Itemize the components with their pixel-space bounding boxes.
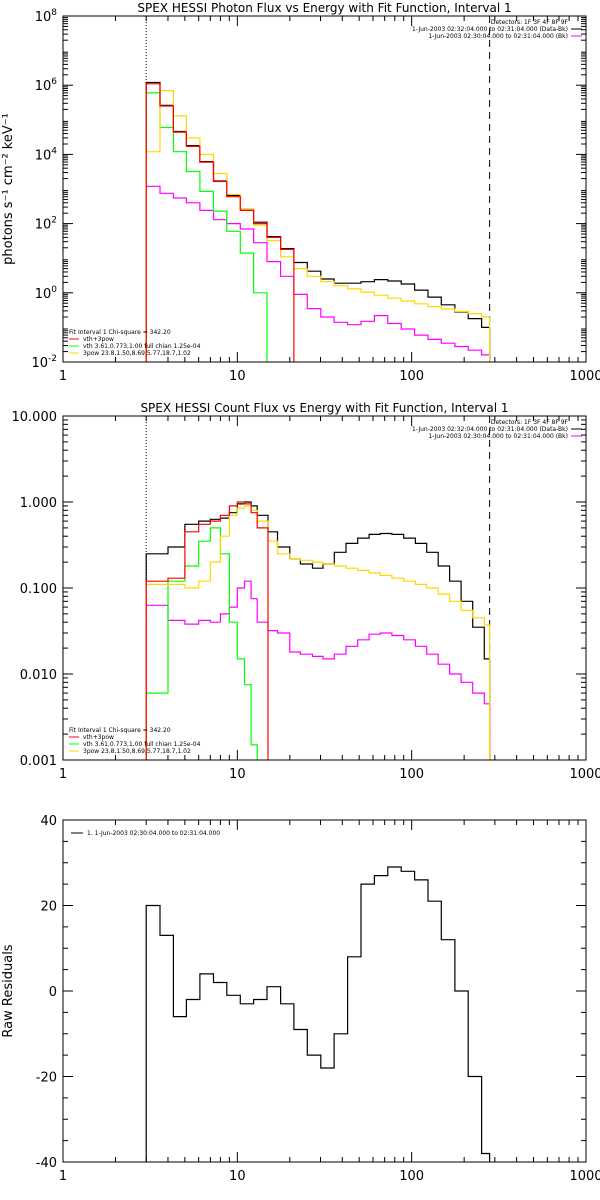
legend-entry: Detectors: 1F 3F 4F 8F 9F: [491, 19, 569, 26]
y-tick-label: 20: [40, 900, 57, 915]
legend-entry: 1-Jun-2003 02:30:04.000 to 02:31:04.000 …: [428, 33, 568, 40]
legend-entry: Fit Interval 1 Chi-square = 342.20: [69, 727, 171, 734]
legend-entry: 1. 1-Jun-2003 02:30:04.000 to 02:31:04.0…: [87, 830, 220, 837]
legend-entry: 1-Jun-2003 02:32:04.000 to 02:31:04.000 …: [412, 26, 568, 33]
chart-panel-1: SPEX HESSI Photon Flux vs Energy with Fi…: [1, 1, 600, 384]
x-tick-label: 1000: [569, 1169, 600, 1184]
y-tick-label: 0.001: [20, 754, 57, 769]
x-tick-label: 10: [229, 767, 246, 782]
x-tick-label: 10: [229, 369, 246, 384]
y-tick-label: -20: [36, 1071, 57, 1086]
legend-entry: vth+3pow: [83, 336, 114, 343]
legend-entry: Detectors: 1F 3F 4F 8F 9F: [491, 419, 569, 426]
y-tick-label: 10-2: [31, 354, 57, 371]
chart-panel-3: 1 10 100 1000 -40 -20 0 20 40 Raw Residuals 1. 1-J…: [1, 814, 600, 1184]
chart-title: SPEX HESSI Count Flux vs Energy with Fit…: [140, 401, 508, 415]
x-tick-label: 1: [59, 1169, 67, 1184]
x-tick-label: 1: [59, 767, 67, 782]
series-line-1: [145, 501, 491, 760]
series-group: [145, 501, 491, 760]
series-line-3: [145, 92, 268, 362]
y-tick-label: 106: [35, 77, 58, 94]
legend-entry: 3pow 23.8,1.50,8.69,5.77,18.7,1.02: [83, 748, 191, 755]
legend-entry: 1-Jun-2003 02:32:04.000 to 02:31:04.000 …: [412, 426, 568, 433]
y-tick-label: -40: [36, 1156, 57, 1171]
y-tick-label: 0.100: [20, 582, 57, 597]
series-line-2: [145, 580, 491, 760]
y-axis-label: photons s⁻¹ cm⁻² keV⁻¹: [1, 113, 16, 265]
chart-title: SPEX HESSI Photon Flux vs Energy with Fi…: [137, 1, 511, 15]
y-tick-label: 10.000: [12, 410, 58, 425]
legend-entry: vth 3.61,0.773,1.00 full chian 1.25e-04: [83, 741, 201, 748]
legend-entry: 1-Jun-2003 02:30:04.000 to 02:31:04.000 …: [428, 433, 568, 440]
y-tick-label: 104: [35, 146, 58, 163]
x-tick-label: 1000: [569, 369, 600, 384]
y-tick-label: 108: [35, 8, 58, 25]
y-tick-label: 40: [40, 814, 57, 829]
y-axis-label: Raw Residuals: [1, 944, 16, 1037]
plot-frame: [62, 819, 587, 1163]
x-tick-label: 100: [399, 369, 424, 384]
series-group: [145, 81, 491, 362]
y-tick-label: 0: [49, 985, 57, 1000]
series-line-5: [145, 501, 269, 760]
series-line-1: [145, 866, 491, 1162]
series-group: [145, 866, 491, 1162]
series-line-5: [145, 83, 295, 362]
y-tick-label: 1.000: [20, 496, 57, 511]
legend-entry: vth+3pow: [83, 734, 114, 741]
plot-frame: [62, 415, 587, 761]
legend-entry: 3pow 23.8,1.50,8.69,5.77,18.7,1.02: [83, 350, 191, 357]
x-tick-label: 100: [399, 767, 424, 782]
x-tick-label: 1: [59, 369, 67, 384]
legend-entry: Fit Interval 1 Chi-square = 342.20: [69, 329, 171, 336]
series-line-2: [145, 185, 491, 362]
chart-panel-2: SPEX HESSI Count Flux vs Energy with Fit…: [12, 401, 600, 782]
x-tick-label: 10: [229, 1169, 246, 1184]
y-tick-label: 102: [35, 216, 57, 233]
x-tick-label: 1000: [569, 767, 600, 782]
series-line-1: [145, 81, 491, 362]
y-tick-label: 100: [35, 285, 58, 302]
x-tick-label: 100: [399, 1169, 424, 1184]
series-line-4: [145, 90, 491, 362]
y-tick-label: 0.010: [20, 668, 57, 683]
legend-entry: vth 3.61,0.773,1.00 full chian 1.25e-04: [83, 343, 201, 350]
plot-frame: [62, 15, 587, 363]
series-line-4: [145, 505, 491, 760]
